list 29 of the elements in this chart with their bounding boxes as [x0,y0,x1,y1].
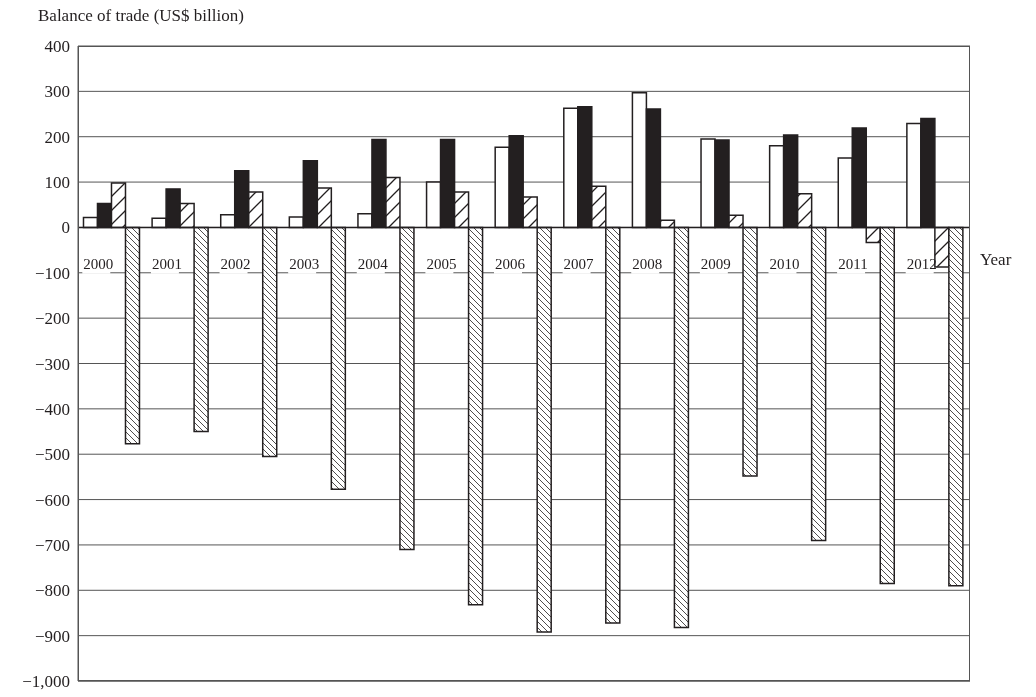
y-tick-label: −100 [34,263,70,283]
x-axis-title: Year [980,249,1012,270]
x-tick-label: 2010 [769,255,800,272]
y-tick-label: 100 [44,173,70,193]
x-tick-label: 2005 [426,255,457,272]
x-tick-label: 2004 [357,255,389,272]
y-tick-label: 400 [44,37,70,57]
y-tick-label: −900 [34,626,70,646]
y-tick-label: −300 [34,354,70,374]
x-tick-label: 2002 [220,255,251,272]
x-tick-label: 2009 [700,255,731,272]
y-tick-label: −700 [34,535,70,555]
y-tick-label: 0 [61,218,70,238]
y-tick-label: 200 [44,127,70,147]
y-tick-label: −200 [34,309,70,329]
y-tick-label: −600 [34,490,70,510]
x-tick-label: 2003 [289,255,320,272]
y-axis-title: Balance of trade (US$ billion) [38,6,244,26]
x-tick-label: 2000 [83,255,114,272]
y-tick-label: −1,000 [22,672,70,692]
x-tick-label: 2007 [563,255,595,272]
x-tick-label: 2008 [632,255,663,272]
y-tick-label: −500 [34,445,70,465]
y-tick-label: −400 [34,399,70,419]
y-tick-label: 300 [44,82,70,102]
x-tick-label: 2011 [838,255,868,272]
y-tick-label: −800 [34,581,70,601]
x-tick-label: 2001 [151,255,182,272]
x-tick-label: 2006 [495,255,526,272]
